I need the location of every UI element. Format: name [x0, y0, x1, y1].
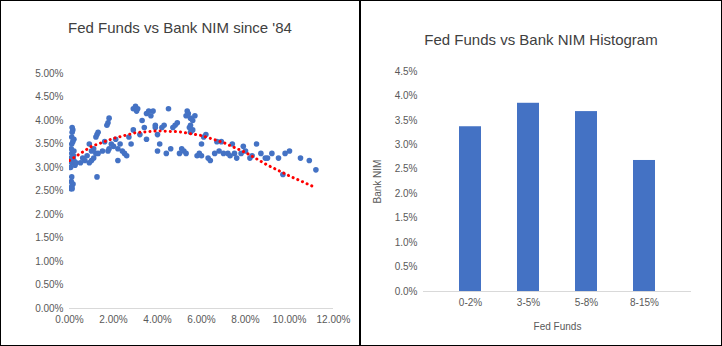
svg-text:0.00%: 0.00%	[35, 303, 63, 314]
svg-text:0.00%: 0.00%	[55, 314, 83, 325]
svg-text:3.00%: 3.00%	[35, 162, 63, 173]
svg-text:Bank NIM: Bank NIM	[372, 160, 383, 204]
svg-text:3.50%: 3.50%	[35, 138, 63, 149]
svg-text:3.5%: 3.5%	[395, 115, 418, 126]
svg-text:4.00%: 4.00%	[35, 115, 63, 126]
svg-text:4.00%: 4.00%	[143, 314, 171, 325]
html-text:Fed Funds vs Bank NIM since '8: Fed Funds vs Bank NIM since '84	[68, 19, 292, 36]
svg-text:10.00%: 10.00%	[273, 314, 307, 325]
svg-text:1.50%: 1.50%	[35, 232, 63, 243]
svg-text:5-8%: 5-8%	[575, 297, 598, 308]
svg-text:4.5%: 4.5%	[395, 66, 418, 77]
svg-text:8.00%: 8.00%	[231, 314, 259, 325]
svg-text:Fed Funds: Fed Funds	[534, 321, 582, 332]
svg-text:0.50%: 0.50%	[35, 279, 63, 290]
svg-text:12.00%: 12.00%	[317, 314, 351, 325]
svg-text:1.0%: 1.0%	[395, 237, 418, 248]
svg-text:5.00%: 5.00%	[35, 68, 63, 79]
svg-text:0-2%: 0-2%	[459, 297, 482, 308]
svg-text:0.5%: 0.5%	[395, 261, 418, 272]
svg-text:0.0%: 0.0%	[395, 286, 418, 297]
svg-text:3-5%: 3-5%	[517, 297, 540, 308]
svg-text:3.0%: 3.0%	[395, 139, 418, 150]
svg-text:2.00%: 2.00%	[35, 209, 63, 220]
svg-text:6.00%: 6.00%	[187, 314, 215, 325]
svg-text:4.0%: 4.0%	[395, 90, 418, 101]
svg-text:4.50%: 4.50%	[35, 91, 63, 102]
svg-text:1.00%: 1.00%	[35, 256, 63, 267]
svg-text:2.5%: 2.5%	[395, 163, 418, 174]
html-text:Fed Funds vs Bank NIM Histogra: Fed Funds vs Bank NIM Histogram	[424, 31, 658, 48]
svg-text:1.5%: 1.5%	[395, 212, 418, 223]
svg-text:2.50%: 2.50%	[35, 185, 63, 196]
svg-text:8-15%: 8-15%	[630, 297, 659, 308]
svg-text:2.00%: 2.00%	[99, 314, 127, 325]
svg-text:2.0%: 2.0%	[395, 188, 418, 199]
